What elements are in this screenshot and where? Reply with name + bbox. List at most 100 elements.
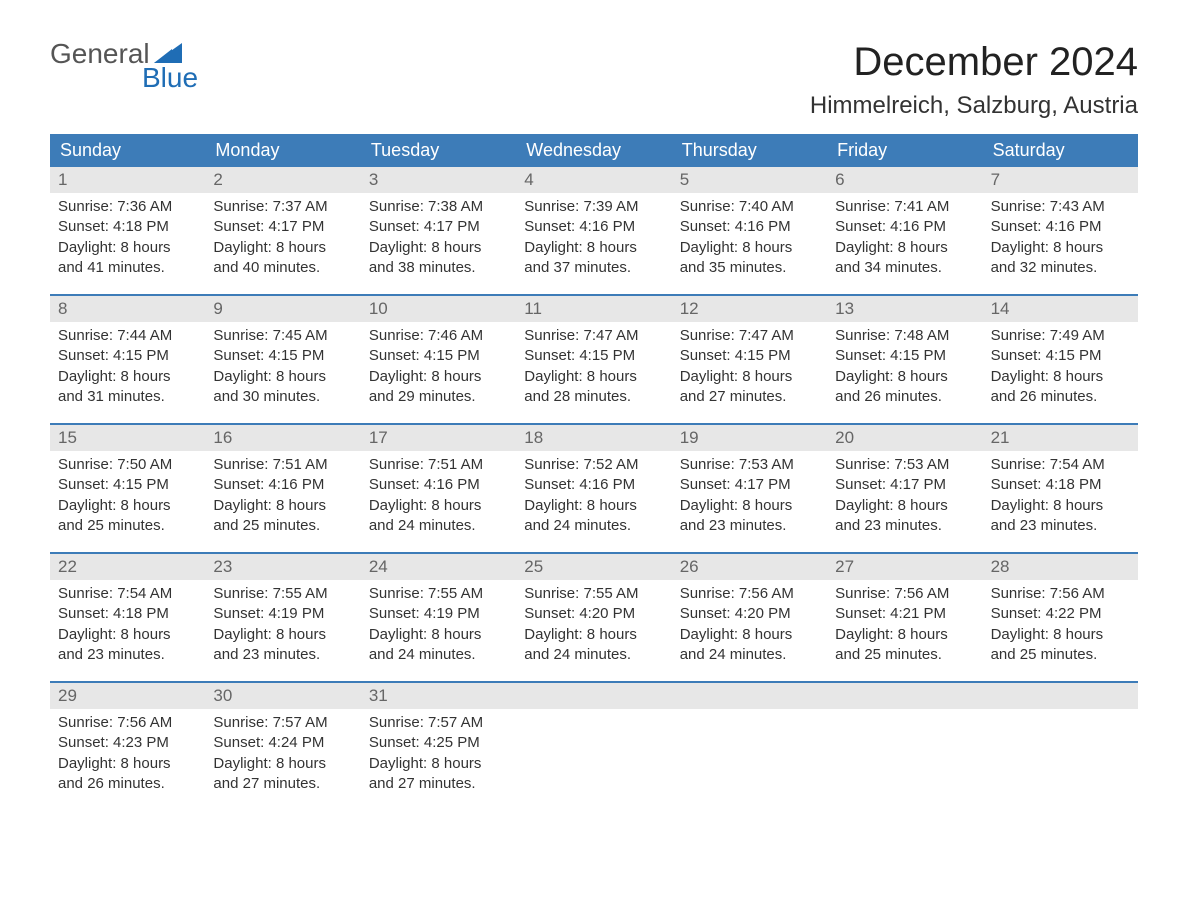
day-number-cell: 16	[205, 425, 360, 451]
day-data-strip: Sunrise: 7:56 AMSunset: 4:23 PMDaylight:…	[50, 709, 1138, 798]
sunrise-line: Sunrise: 7:41 AM	[835, 197, 974, 217]
day-data-strip: Sunrise: 7:44 AMSunset: 4:15 PMDaylight:…	[50, 322, 1138, 411]
week-block: 22232425262728Sunrise: 7:54 AMSunset: 4:…	[50, 552, 1138, 669]
weekday-cell: Friday	[827, 134, 982, 167]
sunset-line: Sunset: 4:25 PM	[369, 733, 508, 753]
sunset-line: Sunset: 4:19 PM	[213, 604, 352, 624]
day-data-cell	[827, 709, 982, 798]
daylight-line-1: Daylight: 8 hours	[680, 496, 819, 516]
weekday-header-row: Sunday Monday Tuesday Wednesday Thursday…	[50, 134, 1138, 167]
day-data-cell: Sunrise: 7:56 AMSunset: 4:21 PMDaylight:…	[827, 580, 982, 669]
day-number-cell: 29	[50, 683, 205, 709]
calendar: Sunday Monday Tuesday Wednesday Thursday…	[50, 134, 1138, 798]
day-data-cell: Sunrise: 7:41 AMSunset: 4:16 PMDaylight:…	[827, 193, 982, 282]
day-data-cell: Sunrise: 7:51 AMSunset: 4:16 PMDaylight:…	[205, 451, 360, 540]
daylight-line-2: and 24 minutes.	[369, 645, 508, 665]
daylight-line-2: and 24 minutes.	[524, 645, 663, 665]
daylight-line-2: and 23 minutes.	[991, 516, 1130, 536]
weekday-cell: Monday	[205, 134, 360, 167]
sunset-line: Sunset: 4:15 PM	[58, 475, 197, 495]
daylight-line-2: and 23 minutes.	[680, 516, 819, 536]
daylight-line-2: and 25 minutes.	[213, 516, 352, 536]
daylight-line-1: Daylight: 8 hours	[835, 496, 974, 516]
sunrise-line: Sunrise: 7:51 AM	[369, 455, 508, 475]
sunset-line: Sunset: 4:23 PM	[58, 733, 197, 753]
weeks-container: 1234567Sunrise: 7:36 AMSunset: 4:18 PMDa…	[50, 167, 1138, 798]
sunset-line: Sunset: 4:15 PM	[991, 346, 1130, 366]
day-data-cell: Sunrise: 7:57 AMSunset: 4:24 PMDaylight:…	[205, 709, 360, 798]
daylight-line-2: and 27 minutes.	[369, 774, 508, 794]
sunset-line: Sunset: 4:15 PM	[835, 346, 974, 366]
day-number-cell: 24	[361, 554, 516, 580]
sunset-line: Sunset: 4:20 PM	[680, 604, 819, 624]
day-number-cell: 8	[50, 296, 205, 322]
logo-word2: Blue	[142, 64, 198, 92]
day-data-cell: Sunrise: 7:40 AMSunset: 4:16 PMDaylight:…	[672, 193, 827, 282]
sunrise-line: Sunrise: 7:56 AM	[835, 584, 974, 604]
sunset-line: Sunset: 4:18 PM	[58, 604, 197, 624]
day-number-cell	[983, 683, 1138, 709]
day-number-cell: 22	[50, 554, 205, 580]
day-number-cell: 10	[361, 296, 516, 322]
daylight-line-2: and 23 minutes.	[835, 516, 974, 536]
week-block: 891011121314Sunrise: 7:44 AMSunset: 4:15…	[50, 294, 1138, 411]
sunrise-line: Sunrise: 7:45 AM	[213, 326, 352, 346]
daylight-line-1: Daylight: 8 hours	[524, 238, 663, 258]
day-number-cell: 31	[361, 683, 516, 709]
daylight-line-2: and 30 minutes.	[213, 387, 352, 407]
day-number-strip: 22232425262728	[50, 552, 1138, 580]
sunset-line: Sunset: 4:18 PM	[58, 217, 197, 237]
daylight-line-1: Daylight: 8 hours	[991, 238, 1130, 258]
sunrise-line: Sunrise: 7:39 AM	[524, 197, 663, 217]
daylight-line-2: and 27 minutes.	[213, 774, 352, 794]
day-data-cell: Sunrise: 7:37 AMSunset: 4:17 PMDaylight:…	[205, 193, 360, 282]
day-number-cell: 6	[827, 167, 982, 193]
daylight-line-2: and 25 minutes.	[835, 645, 974, 665]
sunset-line: Sunset: 4:15 PM	[680, 346, 819, 366]
daylight-line-2: and 37 minutes.	[524, 258, 663, 278]
day-number-cell: 23	[205, 554, 360, 580]
day-data-cell: Sunrise: 7:56 AMSunset: 4:23 PMDaylight:…	[50, 709, 205, 798]
sunset-line: Sunset: 4:15 PM	[213, 346, 352, 366]
sunrise-line: Sunrise: 7:46 AM	[369, 326, 508, 346]
page: General Blue December 2024 Himmelreich, …	[0, 0, 1188, 828]
daylight-line-1: Daylight: 8 hours	[213, 496, 352, 516]
sunset-line: Sunset: 4:15 PM	[524, 346, 663, 366]
daylight-line-2: and 25 minutes.	[58, 516, 197, 536]
daylight-line-2: and 24 minutes.	[680, 645, 819, 665]
daylight-line-1: Daylight: 8 hours	[524, 496, 663, 516]
sunrise-line: Sunrise: 7:54 AM	[991, 455, 1130, 475]
day-data-cell: Sunrise: 7:52 AMSunset: 4:16 PMDaylight:…	[516, 451, 671, 540]
daylight-line-2: and 24 minutes.	[369, 516, 508, 536]
daylight-line-1: Daylight: 8 hours	[991, 496, 1130, 516]
daylight-line-1: Daylight: 8 hours	[991, 625, 1130, 645]
sunrise-line: Sunrise: 7:55 AM	[213, 584, 352, 604]
daylight-line-1: Daylight: 8 hours	[213, 367, 352, 387]
sunset-line: Sunset: 4:16 PM	[369, 475, 508, 495]
daylight-line-2: and 28 minutes.	[524, 387, 663, 407]
sunrise-line: Sunrise: 7:55 AM	[369, 584, 508, 604]
day-number-strip: 15161718192021	[50, 423, 1138, 451]
sunset-line: Sunset: 4:16 PM	[680, 217, 819, 237]
weekday-cell: Wednesday	[516, 134, 671, 167]
day-number-cell: 19	[672, 425, 827, 451]
sunset-line: Sunset: 4:16 PM	[991, 217, 1130, 237]
day-data-cell: Sunrise: 7:51 AMSunset: 4:16 PMDaylight:…	[361, 451, 516, 540]
day-data-cell	[672, 709, 827, 798]
header: General Blue December 2024 Himmelreich, …	[50, 40, 1138, 120]
sunset-line: Sunset: 4:20 PM	[524, 604, 663, 624]
day-data-cell: Sunrise: 7:55 AMSunset: 4:19 PMDaylight:…	[205, 580, 360, 669]
sunset-line: Sunset: 4:16 PM	[213, 475, 352, 495]
week-block: 1234567Sunrise: 7:36 AMSunset: 4:18 PMDa…	[50, 167, 1138, 282]
day-number-cell: 4	[516, 167, 671, 193]
daylight-line-2: and 40 minutes.	[213, 258, 352, 278]
day-number-strip: 293031	[50, 681, 1138, 709]
daylight-line-2: and 23 minutes.	[58, 645, 197, 665]
day-number-cell: 2	[205, 167, 360, 193]
day-number-cell: 21	[983, 425, 1138, 451]
title-block: December 2024 Himmelreich, Salzburg, Aus…	[810, 40, 1138, 120]
sunset-line: Sunset: 4:17 PM	[213, 217, 352, 237]
sunrise-line: Sunrise: 7:37 AM	[213, 197, 352, 217]
weekday-cell: Saturday	[983, 134, 1138, 167]
sunrise-line: Sunrise: 7:56 AM	[991, 584, 1130, 604]
